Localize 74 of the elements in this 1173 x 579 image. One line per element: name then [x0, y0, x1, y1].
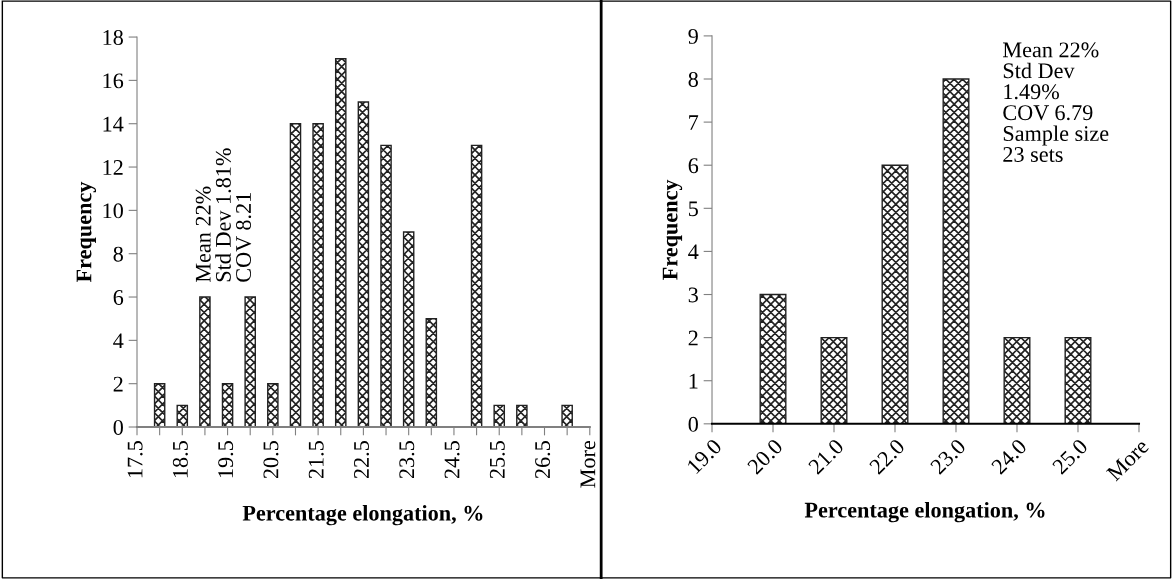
y-axis-title: Frequency [76, 181, 97, 283]
bar [561, 404, 573, 428]
y-tick-label: 18 [103, 29, 123, 45]
bar [1064, 336, 1092, 424]
annotation: 1.49% [1004, 84, 1059, 100]
x-tick-label: 20.0 [746, 438, 784, 475]
bar [199, 296, 211, 428]
x-tick-label: 23.0 [929, 438, 967, 475]
bar [244, 296, 256, 428]
x-tick-label: 22.0 [868, 438, 906, 475]
bar [153, 382, 166, 428]
y-tick-label: 0 [113, 419, 123, 435]
bar [1003, 336, 1031, 424]
x-tick-label: 22.5 [354, 441, 370, 479]
bar [881, 164, 909, 424]
bar [357, 101, 370, 428]
y-tick-label: 2 [113, 376, 123, 392]
annotation: COV 6.79 [1003, 105, 1093, 121]
annotation: 23 sets [1003, 147, 1063, 162]
bar [176, 404, 189, 428]
y-tick-label: 12 [103, 160, 123, 175]
bar [380, 144, 392, 428]
bar [470, 144, 483, 428]
bar [759, 293, 787, 424]
x-tick-label: 25.0 [1051, 438, 1089, 475]
x-axis-title: Percentage elongation, % [804, 501, 1045, 523]
y-tick-label: 10 [103, 203, 123, 219]
annotation: COV 8.21 [236, 193, 252, 282]
x-tick-label: 26.5 [535, 441, 551, 479]
annotation: Std Dev [1003, 62, 1075, 79]
y-tick-label: 4 [688, 244, 699, 260]
x-tick-label: 25.5 [489, 441, 505, 479]
y-axis-title: Frequency [662, 179, 683, 280]
y-tick-label: 6 [688, 158, 699, 174]
y-tick-label: 4 [113, 333, 124, 349]
annotation: Sample size [1003, 125, 1109, 146]
x-tick-label: More [580, 440, 596, 488]
x-tick-label: 21.0 [807, 438, 845, 475]
x-tick-label: 17.5 [127, 441, 143, 478]
x-tick-label: 21.5 [308, 441, 324, 479]
bar [425, 317, 438, 428]
y-tick-label: 6 [113, 290, 124, 305]
y-tick-label: 16 [103, 73, 124, 89]
annotation: Mean 22% [195, 186, 211, 283]
bar [221, 382, 234, 428]
annotation: Mean 22% [1002, 42, 1099, 58]
bar [267, 382, 279, 428]
y-tick-label: 9 [688, 28, 698, 44]
bar [402, 231, 415, 428]
y-tick-label: 7 [689, 115, 699, 130]
y-tick-label: 0 [688, 416, 698, 432]
x-tick-label: 20.5 [263, 441, 279, 479]
y-tick-label: 8 [688, 71, 698, 87]
x-tick-label: 19.5 [218, 441, 234, 478]
y-tick-label: 1 [689, 373, 698, 389]
bar [942, 78, 970, 424]
bar [493, 404, 506, 428]
x-tick-label: 19.0 [686, 438, 723, 475]
y-tick-label: 2 [688, 330, 698, 346]
x-tick-label: 24.5 [444, 441, 460, 479]
y-tick-label: 14 [103, 116, 124, 132]
y-tick-label: 5 [689, 201, 698, 217]
x-tick-label: 24.0 [990, 438, 1028, 475]
annotation: Std Dev 1.81% [215, 148, 231, 282]
bar [820, 336, 848, 424]
y-tick-label: 8 [113, 246, 123, 262]
y-tick-label: 3 [688, 287, 698, 303]
bar [334, 58, 347, 428]
bar [312, 123, 324, 428]
bar [289, 123, 302, 428]
x-tick-label: 18.5 [172, 441, 188, 478]
x-tick-label: 23.5 [399, 441, 415, 479]
bar [516, 404, 528, 428]
x-axis-title: Percentage elongation, % [242, 505, 483, 526]
